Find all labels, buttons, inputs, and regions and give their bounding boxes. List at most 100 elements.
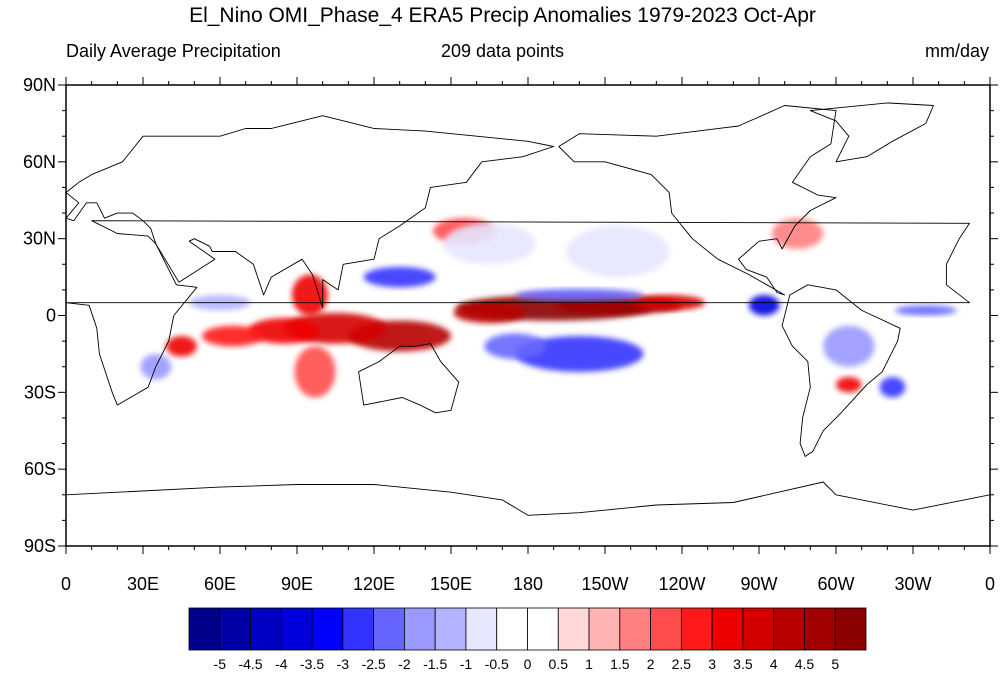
lat-label: 0 [46,306,56,326]
coastline-australia [358,343,460,414]
colorbar-swatch [404,607,436,651]
colorbar-swatch [311,607,344,651]
anomaly-region-20 [823,325,875,367]
latitude-labels: 90N 60N 30N 0 30S 60S 90S [23,75,56,556]
colorbar-swatch [588,607,621,651]
coastline-africa [66,220,970,406]
colorbar-swatch [373,607,405,651]
colorbar-swatch [773,607,805,651]
colorbar-swatch [650,607,682,651]
lon-label: 90E [281,574,313,594]
coastline-eurasia [66,115,555,309]
anomaly-region-18 [515,288,644,302]
colorbar-label: 2.5 [672,656,692,672]
colorbar-label: 0.5 [549,656,569,672]
center-subtitle: 209 data points [440,41,565,61]
anomaly-region-9 [166,335,197,357]
colorbar-label: 4 [770,656,778,672]
colorbar-label: -0.5 [485,656,509,672]
lat-label: 30N [23,229,56,249]
colorbar-label: -2 [398,656,411,672]
plot-area [65,84,991,547]
lon-label: 0 [985,574,995,594]
colorbar-swatch [804,607,836,651]
lon-label: 120E [353,574,395,594]
lon-label: 60W [817,574,854,594]
colorbar-swatch [527,607,559,651]
anomaly-region-17 [363,266,436,288]
anomaly-region-8 [291,274,328,316]
lon-label: 60E [204,574,236,594]
anomaly-region-24 [443,223,536,265]
colorbar-swatch [711,607,744,651]
colorbar-swatch [680,607,713,651]
anomaly-region-19 [879,376,906,398]
lon-label: 150W [581,574,628,594]
anomaly-region-12 [836,376,862,393]
coastline-antarctica [66,481,990,546]
coastline-greenland [809,102,934,163]
colorbar-label: 3.5 [733,656,753,672]
colorbar-swatch [280,607,313,651]
colorbar-label: -4 [275,656,288,672]
anomaly-region-13 [771,218,824,249]
anomaly-region-21 [895,305,957,316]
colorbar-label: -3 [337,656,350,672]
colorbar-label: -4.5 [238,656,262,672]
colorbar-label: 1.5 [610,656,630,672]
anomaly-region-10 [294,346,336,398]
colorbar-label: 5 [831,656,839,672]
colorbar-label: 2 [647,656,655,672]
anomaly-region-6 [248,318,321,344]
units-subtitle: mm/day [924,41,989,61]
colorbar-swatch [834,607,867,651]
map-title: El_Nino OMI_Phase_4 ERA5 Precip Anomalie… [189,4,816,27]
lat-label: 60S [24,459,56,479]
colorbar-swatch [742,607,775,651]
colorbar-swatch [219,607,251,651]
lon-label: 90W [740,574,777,594]
anomaly-region-15 [515,335,644,372]
colorbar-swatch [250,607,282,651]
anomaly-layer [140,159,957,398]
colorbar-label: -3.5 [300,656,324,672]
colorbar-label: -2.5 [362,656,386,672]
coastline-north-america [558,105,837,296]
colorbar-label: -1 [460,656,473,672]
colorbar-label: 1 [585,656,593,672]
colorbar-label: 4.5 [795,656,815,672]
lon-label: 150E [430,574,472,594]
colorbar-label: -5 [214,656,227,672]
colorbar-swatch [557,607,590,651]
colorbar-label: 0 [524,656,532,672]
colorbar-swatch [465,607,498,651]
colorbar-label: -1.5 [423,656,447,672]
tick-layer [58,77,998,554]
left-subtitle: Daily Average Precipitation [66,41,281,61]
lon-label: 30W [894,574,931,594]
lon-label: 120W [658,574,705,594]
longitude-labels: 0 30E 60E 90E 120E 150E 180 150W 120W 90W 60W 30W 0 [61,574,995,594]
colorbar-swatch [619,607,651,651]
anomaly-region-7 [202,325,264,347]
anomaly-region-2 [453,302,526,324]
colorbar-swatch [434,607,467,651]
anomaly-region-26 [386,159,541,191]
lon-label: 180 [513,574,543,594]
colorbar-swatch [188,607,221,651]
lon-label: 30E [127,574,159,594]
anomaly-region-14 [748,295,780,316]
coastline-south-america [781,284,901,457]
anomaly-region-25 [566,225,670,278]
anomaly-region-16 [484,333,546,360]
lat-label: 30S [24,382,56,402]
colorbar-swatch [496,607,528,651]
lat-label: 60N [23,152,56,172]
colorbar-swatch [342,607,375,651]
lat-label: 90S [24,536,56,556]
lat-label: 90N [23,75,56,95]
colorbar: -5 -4.5 -4 -3.5 -3 -2.5 -2 -1.5 -1 -0.5 0 0.5 1 1.5 2 2… [188,607,867,672]
coastline-layer [66,102,990,546]
colorbar-label: 3 [708,656,716,672]
